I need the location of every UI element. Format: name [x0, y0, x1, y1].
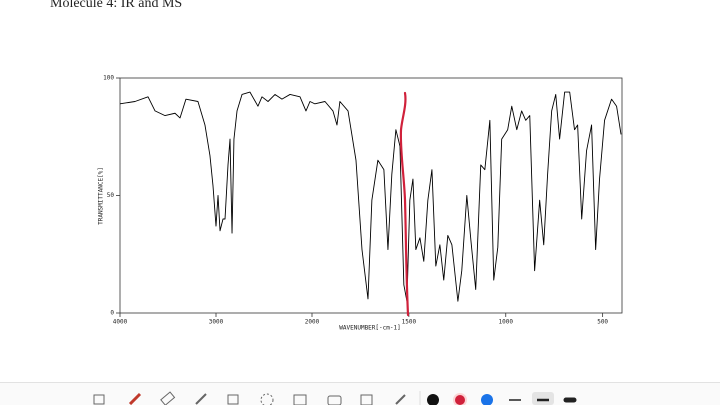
- tool-lasso[interactable]: [260, 393, 274, 407]
- width-selected[interactable]: [532, 392, 554, 405]
- color-black[interactable]: [427, 394, 439, 406]
- x-tick-label: 1000: [499, 319, 514, 326]
- y-axis-label: TRANSMITTANCE[%]: [98, 167, 105, 225]
- spectrum-line: [119, 91, 622, 302]
- tool-select[interactable]: [93, 394, 105, 405]
- tool-highlighter[interactable]: [195, 393, 207, 405]
- tool-eraser[interactable]: [160, 391, 176, 406]
- x-tick-label: 3000: [209, 319, 224, 326]
- slide-title: Molecule 4: IR and MS: [50, 0, 183, 11]
- ir-spectrum: WAVENUMBER[-cm-1] TRANSMITTANCE[%] 4000 3…: [98, 75, 623, 332]
- x-tick-label: 500: [597, 319, 608, 326]
- tool-pen[interactable]: [128, 392, 142, 406]
- toolbar-icons: [93, 391, 577, 407]
- tool-shapes[interactable]: [227, 394, 239, 405]
- x-tick-label: 1500: [402, 319, 417, 326]
- y-tick-label: 100: [103, 75, 114, 82]
- color-red[interactable]: [455, 395, 465, 405]
- pen-annotation: [399, 91, 410, 317]
- y-tick-label: 50: [107, 192, 115, 199]
- y-tick-label: 0: [110, 310, 114, 317]
- x-tick-label: 4000: [113, 319, 128, 326]
- tool-laser[interactable]: [395, 394, 406, 405]
- annotation-toolbar: [0, 382, 720, 407]
- color-blue[interactable]: [481, 394, 493, 406]
- x-axis-label: WAVENUMBER[-cm-1]: [339, 325, 400, 332]
- x-tick-label: 2000: [305, 319, 320, 326]
